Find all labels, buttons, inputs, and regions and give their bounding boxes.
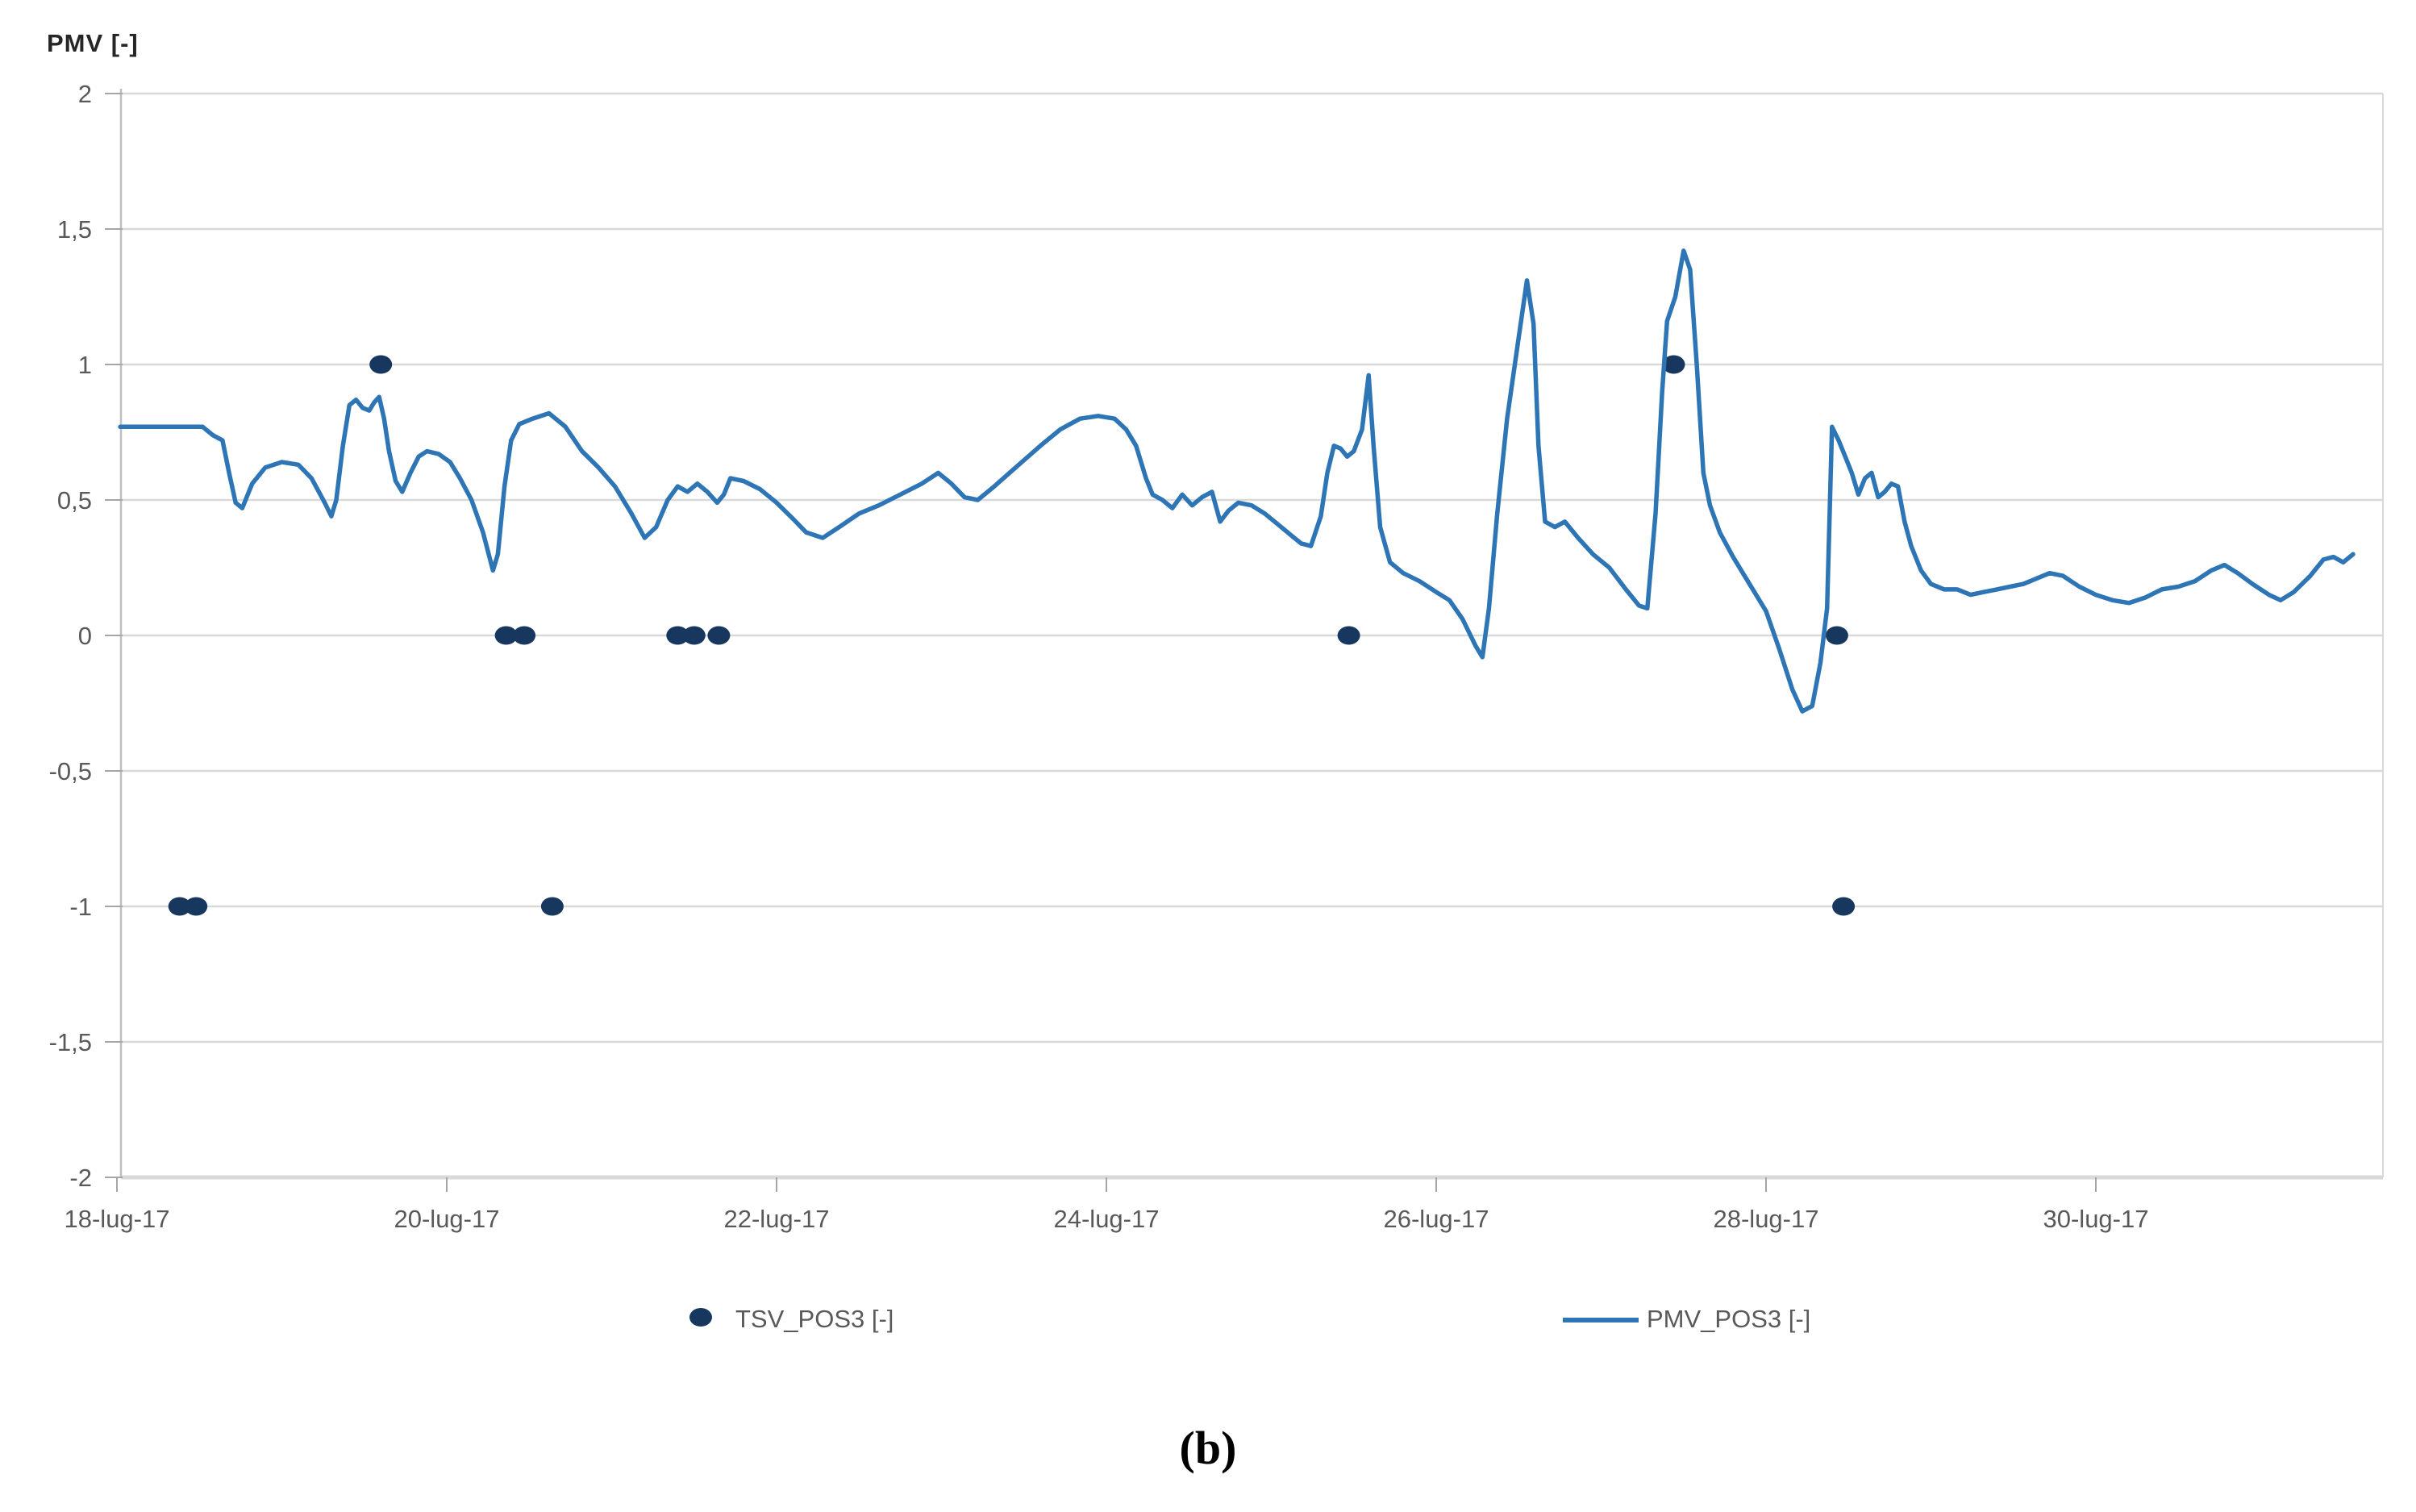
tsv-data-point (666, 626, 689, 645)
y-tick-label: 0 (78, 622, 92, 650)
y-tick-label: 0,5 (57, 486, 92, 514)
tsv-data-point (1662, 355, 1685, 374)
x-tick-label: 24-lug-17 (1054, 1205, 1160, 1233)
tsv-data-point (1337, 626, 1360, 645)
tsv-data-point (540, 897, 564, 916)
x-tick-label: 30-lug-17 (2043, 1205, 2149, 1233)
legend-pmv-label: PMV_POS3 [-] (1647, 1305, 1811, 1333)
tsv-data-point (1832, 897, 1856, 916)
pmv-line-series (118, 248, 2356, 714)
y-tick-label: -2 (69, 1164, 92, 1192)
tsv-data-point (494, 626, 518, 645)
tsv-data-point (168, 897, 191, 916)
y-tick-label: 1 (78, 351, 92, 379)
y-tick-label: -0,5 (49, 757, 92, 785)
tsv-data-point (369, 355, 393, 374)
tsv-data-point (513, 626, 536, 645)
legend-tsv-label: TSV_POS3 [-] (735, 1305, 894, 1333)
legend-tsv-dot-icon (689, 1308, 712, 1327)
tsv-data-point (1825, 626, 1848, 645)
tsv-data-point (185, 897, 208, 916)
tsv-data-point (682, 626, 706, 645)
y-tick-label: -1 (69, 893, 92, 921)
y-tick-label: -1,5 (49, 1028, 92, 1056)
tsv-data-point (707, 626, 731, 645)
x-tick-label: 26-lug-17 (1384, 1205, 1489, 1233)
y-axis-title: PMV [-] (47, 29, 139, 57)
legend-pmv-line-icon (1563, 1318, 1639, 1322)
y-tick-label: 2 (78, 80, 92, 108)
x-tick-label: 28-lug-17 (1714, 1205, 1819, 1233)
y-tick-label: 1,5 (57, 215, 92, 244)
x-tick-label: 18-lug-17 (65, 1205, 170, 1233)
x-tick-label: 20-lug-17 (394, 1205, 500, 1233)
x-tick-label: 22-lug-17 (724, 1205, 830, 1233)
figure-caption: (b) (1179, 1422, 1237, 1474)
